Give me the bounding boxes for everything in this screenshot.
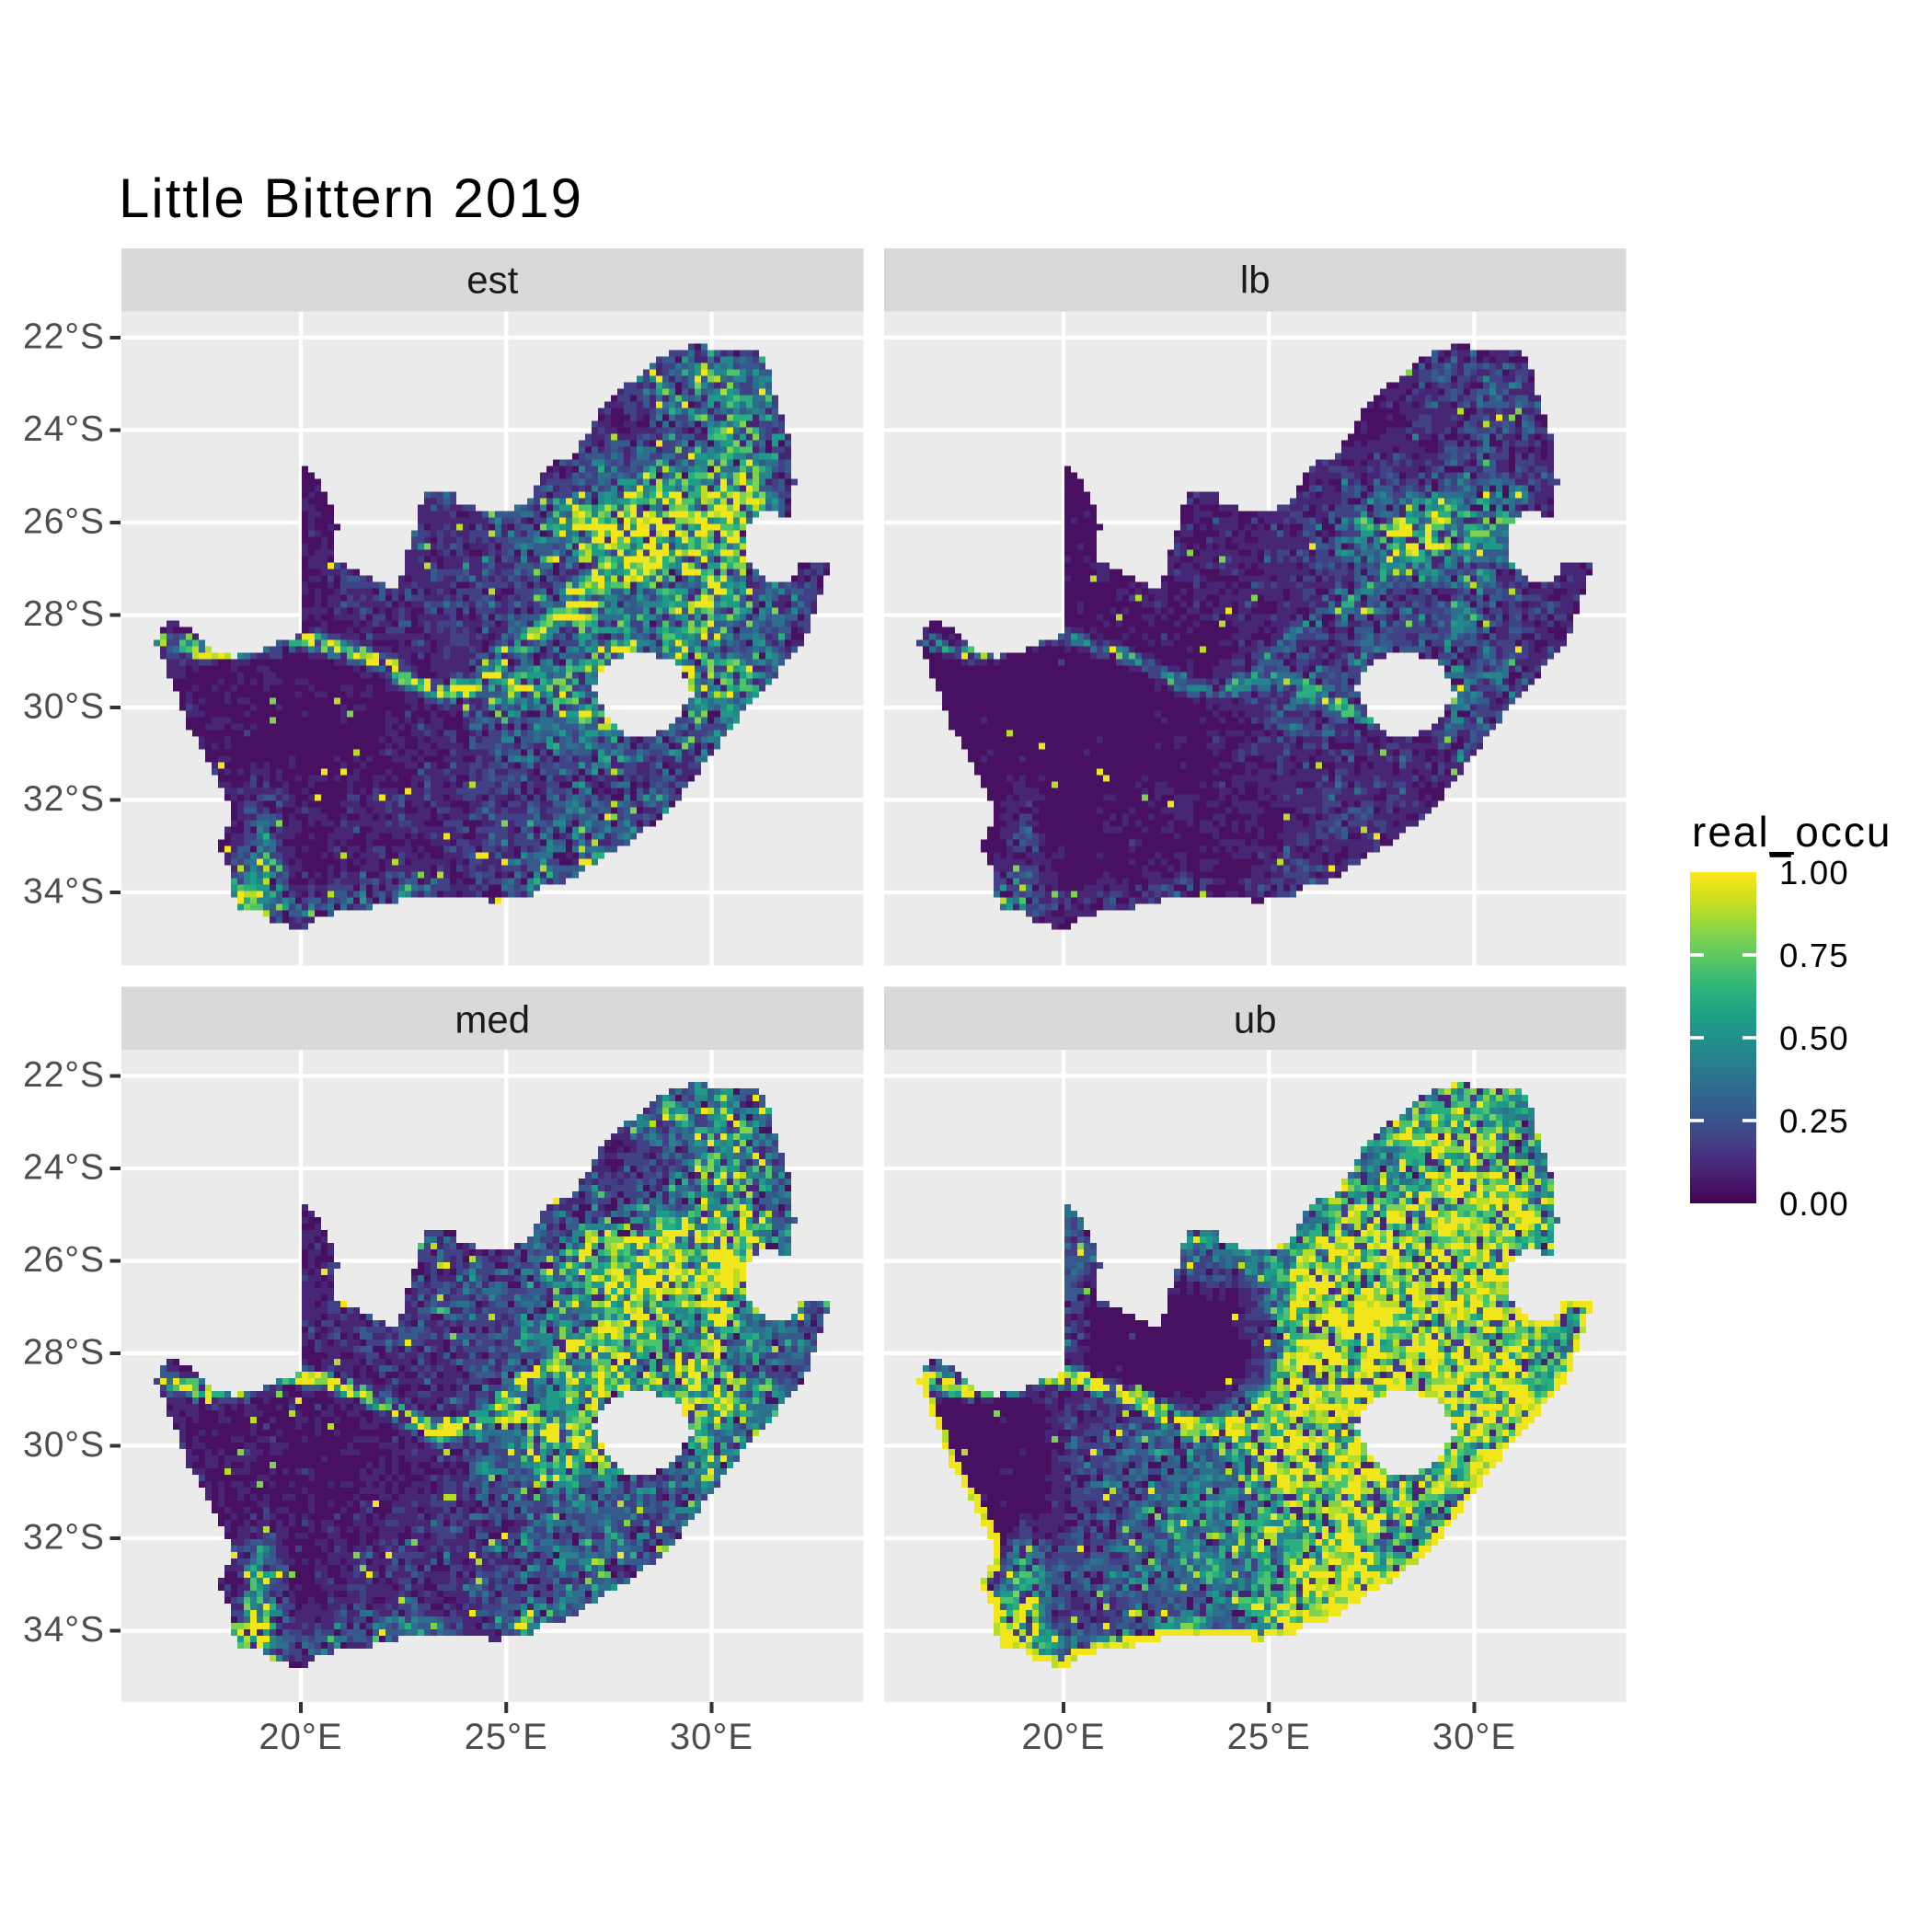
svg-text:30°E: 30°E <box>1432 1717 1516 1757</box>
svg-text:30°S: 30°S <box>23 1425 105 1465</box>
svg-text:34°S: 34°S <box>23 872 105 912</box>
svg-text:0.75: 0.75 <box>1779 937 1849 974</box>
svg-text:34°S: 34°S <box>23 1610 105 1650</box>
svg-text:28°S: 28°S <box>23 1333 105 1373</box>
svg-text:24°S: 24°S <box>23 409 105 449</box>
svg-text:20°E: 20°E <box>259 1717 342 1757</box>
svg-text:30°E: 30°E <box>670 1717 753 1757</box>
svg-text:med: med <box>454 998 530 1041</box>
svg-text:0.25: 0.25 <box>1779 1102 1849 1140</box>
svg-text:26°S: 26°S <box>23 1240 105 1280</box>
svg-text:lb: lb <box>1240 259 1271 302</box>
svg-text:22°S: 22°S <box>23 1055 105 1095</box>
svg-text:real_occu: real_occu <box>1692 808 1892 856</box>
svg-text:Little Bittern 2019: Little Bittern 2019 <box>119 167 583 229</box>
svg-text:20°E: 20°E <box>1021 1717 1105 1757</box>
svg-text:32°S: 32°S <box>23 1518 105 1558</box>
svg-text:22°S: 22°S <box>23 317 105 357</box>
svg-text:est: est <box>466 259 518 302</box>
svg-text:30°S: 30°S <box>23 687 105 727</box>
svg-text:32°S: 32°S <box>23 779 105 819</box>
svg-text:ub: ub <box>1234 998 1277 1041</box>
svg-text:0.00: 0.00 <box>1779 1185 1849 1223</box>
svg-text:0.50: 0.50 <box>1779 1019 1849 1057</box>
svg-text:25°E: 25°E <box>1227 1717 1311 1757</box>
svg-text:28°S: 28°S <box>23 594 105 634</box>
svg-text:26°S: 26°S <box>23 502 105 542</box>
svg-text:25°E: 25°E <box>465 1717 548 1757</box>
svg-text:24°S: 24°S <box>23 1148 105 1188</box>
svg-text:1.00: 1.00 <box>1779 854 1849 891</box>
